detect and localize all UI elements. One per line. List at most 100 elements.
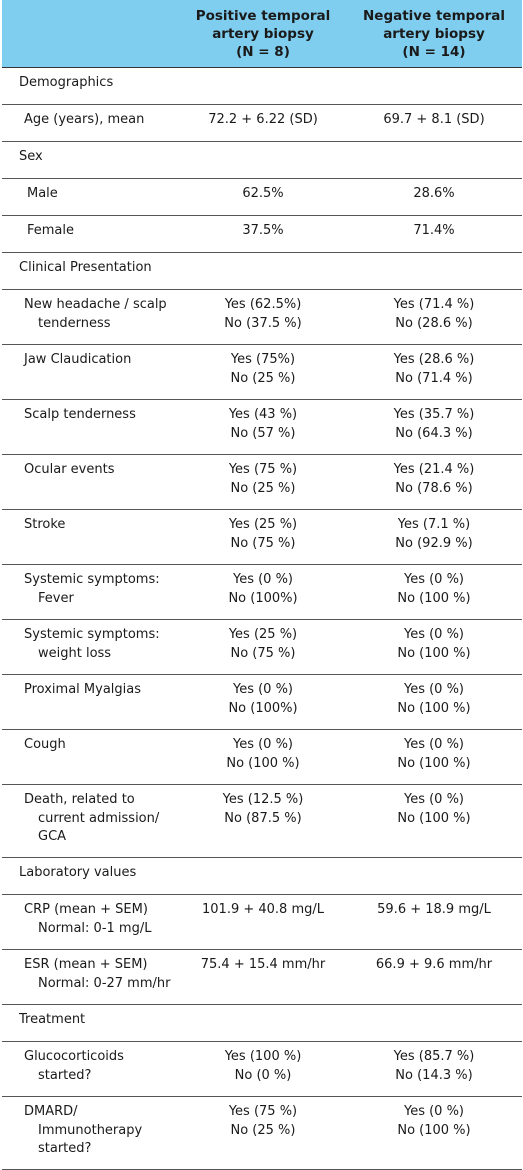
value-line: 75.4 + 15.4 mm/hr <box>200 957 326 972</box>
negative-biopsy-value: Yes (28.6 %) No (71.4 %) <box>346 345 522 400</box>
negative-biopsy-value: Yes (0 %) No (100 %) <box>346 620 522 675</box>
value-line: No (87.5 %) <box>224 810 302 826</box>
section-title: Laboratory values <box>19 865 137 880</box>
row-label: Glucocorticoids started? <box>2 1042 180 1097</box>
value-line: No (71.4 %) <box>395 370 473 386</box>
negative-biopsy-value: Yes (0 %) No (100 %) <box>346 730 522 785</box>
table-row: Female 37.5% 71.4% <box>2 216 522 253</box>
value-line: No (100%) <box>228 700 298 716</box>
value-line: Yes (43 %) <box>228 407 298 422</box>
section-title: Clinical Presentation <box>19 260 152 275</box>
row-label-line: Fever <box>38 590 74 606</box>
value-line: No (75 %) <box>230 535 296 551</box>
row-label: Jaw Claudication <box>2 345 180 400</box>
table-row: Jaw Claudication Yes (75%) No (25 %) Yes (2… <box>2 345 522 400</box>
table-row: New headache / scalp tenderness Yes (62.5%… <box>2 290 522 345</box>
value-line: 59.6 + 18.9 mg/L <box>377 902 491 917</box>
value-line: Yes (100 %) <box>224 1049 302 1064</box>
positive-biopsy-value: Yes (43 %) No (57 %) <box>180 400 346 455</box>
value-line: No (28.6 %) <box>395 315 473 331</box>
positive-biopsy-value: 101.9 + 40.8 mg/L <box>180 895 346 950</box>
row-label-line: Normal: 0-1 mg/L <box>38 920 152 936</box>
value-line: No (100 %) <box>226 755 300 771</box>
header-text: (N = 8) <box>236 43 290 60</box>
value-line: No (25 %) <box>230 1122 296 1138</box>
header-positive-biopsy: Positive temporal artery biopsy (N = 8) <box>180 0 346 68</box>
row-label-line: Death, related to <box>24 792 135 807</box>
negative-biopsy-value: 66.9 + 9.6 mm/hr <box>346 950 522 1005</box>
row-label: CRP (mean + SEM) Normal: 0-1 mg/L <box>2 895 180 950</box>
value-line: No (100 %) <box>397 755 471 771</box>
value-line: No (37.5 %) <box>224 315 302 331</box>
section-row: Demographics <box>2 68 522 105</box>
negative-biopsy-value: Yes (0 %) No (100 %) <box>346 1097 522 1170</box>
row-label-line: started? <box>38 1067 92 1083</box>
table-row: Male 62.5% 28.6% <box>2 179 522 216</box>
value-line: No (64.3 %) <box>395 425 473 441</box>
row-label-line: current admission/ <box>38 810 160 826</box>
row-label: Ocular events <box>2 455 180 510</box>
row-label-line: ESR (mean + SEM) <box>24 957 148 972</box>
positive-biopsy-value: Yes (62.5%) No (37.5 %) <box>180 290 346 345</box>
header-text: artery biopsy <box>212 25 314 42</box>
positive-biopsy-value: Yes (100 %) No (0 %) <box>180 1042 346 1097</box>
value-line: Yes (75 %) <box>228 462 298 477</box>
value-line: No (100 %) <box>397 590 471 606</box>
value-line: Yes (75 %) <box>228 1104 298 1119</box>
negative-biopsy-value: Yes (7.1 %) No (92.9 %) <box>346 510 522 565</box>
table-row: Age (years), mean 72.2 + 6.22 (SD) 69.7 + … <box>2 105 522 142</box>
negative-biopsy-value: 59.6 + 18.9 mg/L <box>346 895 522 950</box>
row-label: Age (years), mean <box>24 112 145 127</box>
table-body: Demographics Age (years), mean 72.2 + 6.22… <box>2 68 522 1170</box>
row-label-line: Proximal Myalgias <box>24 682 141 697</box>
value-line: No (100 %) <box>397 700 471 716</box>
table-row: Systemic symptoms: Fever Yes (0 %) No (100%… <box>2 565 522 620</box>
table-row: Glucocorticoids started? Yes (100 %) No (0 … <box>2 1042 522 1097</box>
positive-biopsy-value: 72.2 + 6.22 (SD) <box>208 112 318 127</box>
value-line: Yes (62.5%) <box>224 297 302 312</box>
row-label-line: Stroke <box>24 517 66 532</box>
table-row: DMARD/Immunotherapy started? Yes (75 %) No … <box>2 1097 522 1170</box>
value-line: No (92.9 %) <box>395 535 473 551</box>
row-label-line: Cough <box>24 737 66 752</box>
negative-biopsy-value: Yes (0 %) No (100 %) <box>346 785 522 858</box>
section-title: Treatment <box>19 1012 86 1027</box>
row-label: Systemic symptoms: weight loss <box>2 620 180 675</box>
negative-biopsy-value: Yes (85.7 %) No (14.3 %) <box>346 1042 522 1097</box>
table-header: Positive temporal artery biopsy (N = 8) … <box>2 0 522 68</box>
row-label-line: Scalp tenderness <box>24 407 136 422</box>
row-label-line: GCA <box>38 829 67 844</box>
positive-biopsy-value: 62.5% <box>242 186 284 201</box>
table-row: Death, related to current admission/GCA Ye… <box>2 785 522 858</box>
row-label: Scalp tenderness <box>2 400 180 455</box>
row-label-line: DMARD/ <box>24 1104 78 1119</box>
row-label-line: Systemic symptoms: <box>24 572 160 587</box>
value-line: Yes (0 %) <box>403 572 465 587</box>
section-row: Treatment <box>2 1005 522 1042</box>
value-line: No (0 %) <box>234 1067 292 1083</box>
positive-biopsy-value: Yes (12.5 %) No (87.5 %) <box>180 785 346 858</box>
value-line: Yes (0 %) <box>232 572 294 587</box>
row-label: Death, related to current admission/GCA <box>2 785 180 858</box>
positive-biopsy-value: Yes (75 %) No (25 %) <box>180 455 346 510</box>
value-line: No (78.6 %) <box>395 480 473 496</box>
value-line: No (25 %) <box>230 370 296 386</box>
table-row: Ocular events Yes (75 %) No (25 %) Yes (21.… <box>2 455 522 510</box>
value-line: Yes (0 %) <box>232 737 294 752</box>
row-label: ESR (mean + SEM) Normal: 0-27 mm/hr <box>2 950 180 1005</box>
row-label-line: started? <box>38 1141 92 1156</box>
value-line: No (100 %) <box>397 645 471 661</box>
table-row: Systemic symptoms: weight loss Yes (25 %) N… <box>2 620 522 675</box>
value-line: Yes (25 %) <box>228 517 298 532</box>
value-line: 66.9 + 9.6 mm/hr <box>375 957 493 972</box>
value-line: Yes (71.4 %) <box>393 297 475 312</box>
row-label-line: CRP (mean + SEM) <box>24 902 148 917</box>
section-row: Clinical Presentation <box>2 253 522 290</box>
value-line: Yes (12.5 %) <box>222 792 304 807</box>
row-label: Systemic symptoms: Fever <box>2 565 180 620</box>
row-label-line: Normal: 0-27 mm/hr <box>38 975 171 991</box>
row-label: Cough <box>2 730 180 785</box>
table-row: Proximal Myalgias Yes (0 %) No (100%) Yes (… <box>2 675 522 730</box>
value-line: No (100%) <box>228 590 298 606</box>
